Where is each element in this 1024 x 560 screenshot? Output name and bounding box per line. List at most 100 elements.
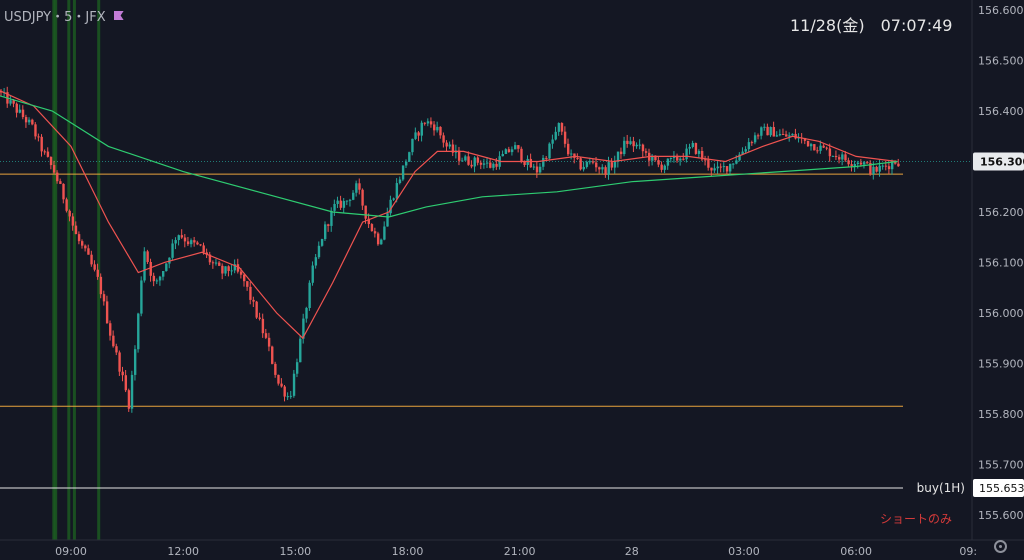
candle-body: [137, 313, 140, 350]
candle-body: [629, 141, 632, 144]
candle-body: [37, 136, 40, 138]
candle-body: [791, 133, 794, 136]
candle-body: [9, 100, 12, 104]
candle-body: [894, 162, 897, 164]
symbol-bar[interactable]: USDJPY・5・JFX: [4, 6, 124, 25]
candle-body: [819, 145, 822, 151]
candle-body: [563, 131, 567, 144]
candle-body: [221, 265, 224, 274]
session-bar: [54, 0, 58, 540]
candle-body: [352, 192, 355, 200]
candle-body: [193, 240, 196, 243]
candle-body: [311, 265, 314, 283]
candle-body: [676, 155, 679, 161]
candle-body: [669, 157, 673, 159]
candle-body: [348, 199, 352, 201]
candle-body: [869, 162, 872, 174]
candle-body: [214, 262, 218, 264]
candle-body: [806, 140, 810, 147]
candle-body: [828, 148, 832, 157]
candle-body: [635, 144, 638, 147]
candle-body: [162, 271, 165, 277]
candle-body: [380, 239, 383, 245]
candle-body: [199, 244, 202, 246]
candle-body: [342, 201, 346, 208]
candle-body: [719, 166, 723, 168]
candle-body: [105, 301, 109, 324]
candle-body: [682, 158, 685, 160]
candle-body: [582, 166, 585, 170]
candle-body: [442, 135, 445, 143]
candle-body: [398, 179, 402, 184]
candle-body: [305, 308, 308, 319]
candle-body: [24, 117, 28, 123]
candle-body: [252, 299, 255, 302]
candle-body: [504, 149, 508, 155]
candle-body: [370, 224, 374, 232]
candle-body: [308, 282, 311, 309]
candle-body: [778, 134, 782, 136]
candle-body: [700, 150, 704, 160]
candle-body: [174, 240, 177, 244]
candle-body: [133, 349, 137, 375]
candle-body: [158, 276, 162, 281]
candle-body: [115, 346, 118, 353]
candle-body: [386, 213, 389, 227]
session-highlights: [52, 0, 101, 540]
candle-body: [405, 161, 408, 166]
candle-body: [601, 167, 604, 170]
candle-body: [457, 150, 461, 161]
candle-body: [146, 251, 149, 262]
candle-body: [324, 224, 327, 240]
candle-body: [333, 203, 336, 211]
candle-body: [875, 166, 878, 172]
candle-body: [165, 263, 168, 272]
symbol-label[interactable]: USDJPY・5・JFX: [4, 10, 106, 25]
candle-body: [766, 126, 769, 136]
gear-icon[interactable]: [994, 540, 1007, 553]
candle-body: [171, 243, 174, 258]
session-bar: [72, 0, 76, 540]
candle-body: [891, 162, 894, 170]
candle-body: [426, 121, 430, 124]
candle-body: [707, 159, 710, 168]
candle-body: [143, 251, 146, 281]
candle-body: [286, 396, 290, 398]
y-axis: 156.600 156.500 156.400 156.300 156.200 156.1…: [971, 0, 1024, 540]
candle-body: [62, 183, 65, 200]
candle-body: [451, 144, 455, 153]
candle-body: [52, 165, 56, 173]
candle-body: [881, 165, 885, 167]
candle-body: [345, 200, 349, 202]
candle-body: [196, 242, 199, 245]
candle-body: [249, 286, 252, 300]
candle-body: [844, 154, 847, 161]
candle-body: [510, 149, 514, 153]
candle-body: [554, 131, 557, 140]
candle-body: [467, 156, 470, 165]
candle-body: [803, 138, 807, 141]
candle-body: [15, 103, 18, 113]
x-axis: 09:00 12:00 15:00 18:00 21:00 28 03:00 06:00 09:: [0, 539, 1024, 558]
candles: [0, 86, 900, 413]
candle-body: [255, 301, 258, 318]
candle-body: [588, 161, 592, 163]
candle-body: [367, 218, 371, 225]
candle-body: [183, 237, 187, 242]
candle-body: [429, 121, 433, 125]
flag-icon[interactable]: [113, 11, 124, 20]
candle-body: [598, 167, 601, 170]
y-tick-label: 155.600: [978, 509, 1024, 522]
candle-body: [46, 151, 50, 157]
candle-body: [501, 154, 504, 157]
candle-body: [84, 245, 87, 249]
candle-body: [31, 119, 34, 125]
candle-body: [576, 157, 579, 159]
candle-body: [626, 140, 629, 144]
ma-slow-line: [0, 95, 898, 218]
price-labels: 156.300 buy(1H) 155.653: [917, 152, 1024, 498]
candle-body: [775, 135, 779, 137]
session-bar: [52, 0, 56, 540]
